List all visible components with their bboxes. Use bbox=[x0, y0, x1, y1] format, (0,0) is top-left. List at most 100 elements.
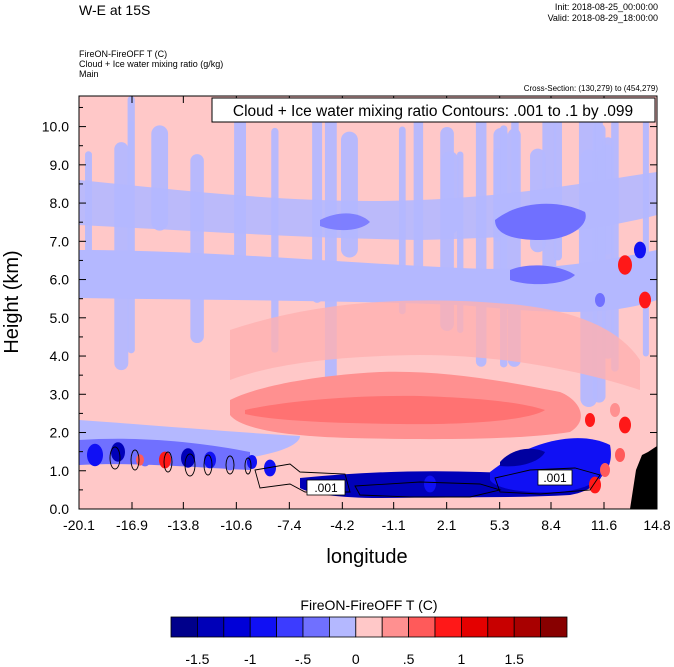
colorbar-tick-label: -1 bbox=[244, 651, 257, 667]
field-streak bbox=[190, 154, 204, 344]
init-time: Init: 2018-08-25_00:00:00 bbox=[554, 2, 658, 12]
cross-section-label: Cross-Section: (130,279) to (454,279) bbox=[523, 84, 658, 93]
cloud-contour bbox=[203, 454, 213, 476]
blue-band bbox=[79, 250, 657, 312]
x-tick-label: -1.1 bbox=[382, 517, 406, 533]
valid-time: Valid: 2018-08-29_18:00:00 bbox=[547, 13, 658, 23]
y-tick-label: 5.0 bbox=[50, 310, 70, 326]
field-blob bbox=[618, 255, 632, 275]
colorbar-swatch bbox=[434, 616, 462, 638]
field-blob bbox=[634, 241, 646, 259]
field-blob bbox=[454, 476, 466, 494]
colorbar-swatch bbox=[487, 616, 515, 638]
y-tick-label: 0.0 bbox=[50, 501, 70, 517]
cool-patch bbox=[320, 213, 370, 231]
colorbar-swatch bbox=[249, 616, 277, 638]
field-blob bbox=[224, 453, 236, 471]
colorbar-swatch bbox=[408, 616, 436, 638]
colorbar-swatch bbox=[513, 616, 542, 638]
colorbar-swatch bbox=[540, 616, 568, 638]
y-tick-label: 7.0 bbox=[50, 233, 70, 249]
colorbar-tick-label: -.5 bbox=[295, 651, 312, 667]
cloud-contour bbox=[244, 457, 252, 475]
colorbar-swatch bbox=[381, 616, 410, 638]
x-tick-label: -7.4 bbox=[277, 517, 301, 533]
x-tick-label: 5.3 bbox=[490, 517, 510, 533]
x-tick-label: 11.6 bbox=[591, 517, 617, 533]
cold-pool-core bbox=[500, 448, 545, 467]
terrain bbox=[630, 446, 657, 509]
field-streak bbox=[642, 109, 649, 357]
field-blob bbox=[589, 476, 601, 494]
field-descriptions: FireON-FireOFF T (C) Cloud + Ice water m… bbox=[79, 49, 223, 79]
x-axis: -20.1 -16.9 -13.8 -10.6 -7.4 -4.2 -1.1 2.1 5.3 8.… bbox=[63, 96, 671, 533]
cloud-contour bbox=[163, 451, 173, 473]
field-blob bbox=[600, 463, 610, 477]
field-blob bbox=[264, 459, 276, 477]
x-tick-label: -4.2 bbox=[330, 517, 354, 533]
field-blob bbox=[388, 474, 402, 494]
field-blob bbox=[610, 403, 620, 417]
colorbar-tick-label: .5 bbox=[403, 651, 415, 667]
warm-core bbox=[245, 395, 545, 425]
cloud-contour bbox=[494, 467, 601, 495]
colorbar-swatch bbox=[460, 616, 489, 638]
y-tick-label: 6.0 bbox=[50, 272, 70, 288]
field-streak bbox=[234, 109, 247, 272]
field-blob bbox=[111, 442, 125, 462]
dataset-label: Main bbox=[79, 69, 99, 79]
contour-field-label: Cloud + Ice water mixing ratio (g/kg) bbox=[79, 59, 224, 69]
field-blob bbox=[639, 291, 651, 309]
y-tick-label: 2.0 bbox=[50, 425, 70, 441]
field-blobs bbox=[79, 203, 651, 498]
field-streak bbox=[340, 131, 358, 258]
colorbar-tick-label: 0 bbox=[352, 651, 360, 667]
cool-patch bbox=[495, 203, 586, 240]
plot-frame bbox=[78, 95, 658, 510]
warm-layer bbox=[230, 300, 640, 390]
field-blob bbox=[358, 474, 372, 494]
field-blob bbox=[595, 293, 605, 307]
cool-patch bbox=[510, 265, 575, 285]
colorbar-swatch bbox=[196, 616, 225, 638]
cloud-contour bbox=[354, 481, 502, 498]
y-tick-label: 3.0 bbox=[50, 386, 70, 402]
colorbar-swatch bbox=[170, 616, 198, 638]
temperature-difference-field bbox=[79, 96, 657, 509]
cloud-contours bbox=[109, 446, 601, 498]
y-axis-title: Height (km) bbox=[1, 250, 23, 353]
x-tick-label: 14.8 bbox=[643, 517, 670, 533]
field-blob bbox=[159, 451, 171, 469]
field-blob bbox=[247, 455, 257, 469]
colorbar-swatch bbox=[276, 616, 304, 638]
contour-value-label: .001 bbox=[543, 471, 567, 485]
contour-value-label: .001 bbox=[314, 481, 338, 495]
y-tick-label: 10.0 bbox=[42, 119, 69, 135]
x-tick-label: -20.1 bbox=[63, 517, 95, 533]
colorbar-tick-labels: -1.5 -1 -.5 0 .5 1 1.5 bbox=[185, 651, 524, 667]
y-tick-label: 4.0 bbox=[50, 348, 70, 364]
x-tick-label: 8.4 bbox=[541, 517, 561, 533]
cloud-contour bbox=[109, 446, 121, 470]
field-blob bbox=[204, 451, 216, 469]
cloud-contour bbox=[254, 463, 351, 493]
x-tick-label: 2.1 bbox=[437, 517, 457, 533]
x-tick-label: -13.8 bbox=[167, 517, 199, 533]
shaded-field-label: FireON-FireOFF T (C) bbox=[79, 49, 168, 59]
field-blob bbox=[424, 475, 436, 493]
field-blob bbox=[87, 443, 103, 467]
colorbar-swatch bbox=[328, 616, 357, 638]
plot-title: W-E at 15S bbox=[79, 2, 151, 18]
colorbar-tick-label: -1.5 bbox=[185, 651, 209, 667]
colorbar-swatch bbox=[355, 616, 383, 638]
colorbar-swatch bbox=[223, 616, 251, 638]
contour-value-labels: .001 .001 bbox=[306, 469, 573, 496]
field-blob bbox=[615, 448, 625, 462]
y-tick-label: 8.0 bbox=[50, 195, 70, 211]
colorbar-tick-label: 1 bbox=[458, 651, 466, 667]
x-axis-title: longitude bbox=[326, 546, 407, 568]
contour-info-text: Cloud + Ice water mixing ratio Contours:… bbox=[233, 103, 633, 120]
y-tick-label: 1.0 bbox=[50, 463, 70, 479]
colorbar-title: FireON-FireOFF T (C) bbox=[300, 597, 437, 613]
contour-label-box: Cloud + Ice water mixing ratio Contours:… bbox=[211, 97, 656, 123]
